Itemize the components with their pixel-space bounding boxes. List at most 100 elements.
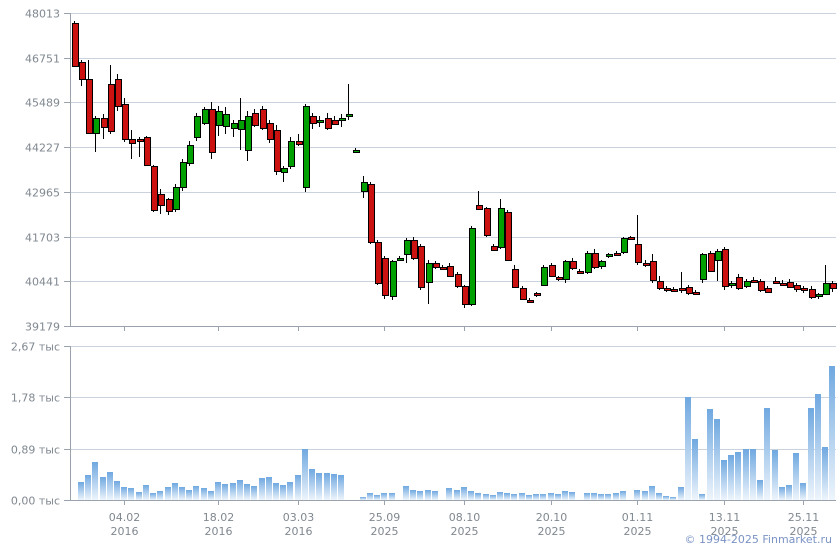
candle-up: [281, 166, 288, 182]
volume-bar: [381, 493, 387, 500]
candle-up: [303, 104, 310, 192]
candle-down: [86, 60, 93, 134]
volume-bar: [266, 477, 272, 500]
candle-down: [751, 277, 758, 283]
volume-bar: [793, 453, 799, 500]
copyright-notice: © 1994-2025 Finmarket.ru: [684, 533, 832, 546]
candle-up: [390, 260, 397, 300]
volume-bar: [287, 482, 293, 500]
candle-up: [223, 107, 230, 134]
volume-bar: [800, 483, 806, 500]
volume-bar: [193, 486, 199, 500]
volume-bar: [468, 491, 474, 500]
volume-bar: [324, 473, 330, 500]
candle-down: [491, 244, 498, 251]
candle-down: [534, 292, 541, 297]
volume-bar: [757, 480, 763, 500]
volume-bar: [259, 478, 265, 500]
candle-down: [79, 60, 86, 86]
volume-bar: [533, 494, 539, 500]
x-tick-year: 2025: [624, 525, 652, 538]
candle-down: [440, 265, 447, 270]
candle-down: [418, 244, 425, 290]
volume-tick-label: 0,89 тыс: [11, 444, 60, 457]
price-tick-label: 42965: [25, 187, 60, 200]
candle-up: [541, 265, 548, 286]
volume-tick-label: 2,67 тыс: [11, 341, 60, 354]
volume-bar: [179, 487, 185, 500]
volume-bar: [114, 481, 120, 500]
volume-bar: [425, 490, 431, 500]
volume-tick-label: 1,78 тыс: [11, 392, 60, 405]
candle-down: [375, 240, 382, 285]
candle-down: [693, 290, 700, 295]
volume-bar: [157, 491, 163, 500]
volume-bar: [598, 494, 604, 500]
volume-bar: [678, 487, 684, 500]
volume-bar: [215, 482, 221, 500]
volume-bar: [569, 492, 575, 500]
x-tick-date: 08.10: [449, 511, 481, 524]
volume-bar: [490, 495, 496, 500]
candle-down: [671, 287, 678, 292]
price-axis-labels: 48013 46751 45489 44227 42965 41703 40441 39179: [25, 8, 60, 334]
price-tick-label: 44227: [25, 142, 60, 155]
volume-bar: [634, 490, 640, 500]
candle-up: [231, 120, 238, 137]
candle-up: [245, 111, 252, 161]
candle-down: [462, 285, 469, 308]
candle-up: [202, 107, 209, 125]
volume-bar: [721, 460, 727, 500]
volume-bar: [367, 493, 373, 500]
candle-up: [173, 184, 180, 212]
x-tick-date: 18.02: [203, 511, 235, 524]
volume-bar: [786, 485, 792, 500]
volume-bar: [273, 483, 279, 500]
volume-bar: [331, 474, 337, 500]
volume-bar: [497, 492, 503, 500]
volume-bar: [829, 366, 835, 500]
candle-up: [816, 293, 823, 299]
candle-down: [527, 298, 534, 303]
candle-down: [260, 106, 267, 130]
candle-down: [758, 279, 765, 292]
x-tick-date: 13.11: [709, 511, 741, 524]
candle-up: [339, 114, 346, 127]
candle-down: [614, 251, 621, 256]
candle-down: [830, 281, 837, 292]
x-tick-year: 2025: [790, 525, 818, 538]
volume-bar: [772, 450, 778, 500]
candle-up: [621, 237, 628, 254]
candle-down: [296, 134, 303, 146]
candle-up: [317, 116, 324, 127]
volume-bar: [591, 493, 597, 500]
x-tick-date: 25.11: [788, 511, 820, 524]
candle-down: [556, 276, 563, 281]
candle-up: [469, 226, 476, 306]
price-tick-label: 45489: [25, 97, 60, 110]
volume-bar: [707, 409, 713, 500]
candle-down: [708, 251, 715, 272]
volume-bar: [280, 485, 286, 500]
x-tick-year: 2016: [285, 525, 313, 538]
volume-bar: [165, 487, 171, 500]
candle-down: [773, 277, 780, 284]
candle-down: [137, 137, 144, 157]
candle-down: [72, 21, 79, 67]
volume-bars: [78, 366, 835, 500]
volume-bar: [613, 493, 619, 500]
candle-down: [411, 237, 418, 260]
volume-bar: [295, 475, 301, 500]
candle-up: [563, 260, 570, 283]
x-tick-year: 2025: [711, 525, 739, 538]
candle-down: [122, 98, 129, 142]
candle-up: [238, 98, 245, 150]
candle-down: [787, 279, 794, 288]
volume-bar: [302, 449, 308, 500]
volume-tick-label: 0,00 тыс: [11, 495, 60, 508]
candlestick-series: [72, 21, 837, 308]
candle-down: [274, 125, 281, 175]
volume-bar: [620, 491, 626, 500]
volume-bar: [540, 494, 546, 500]
